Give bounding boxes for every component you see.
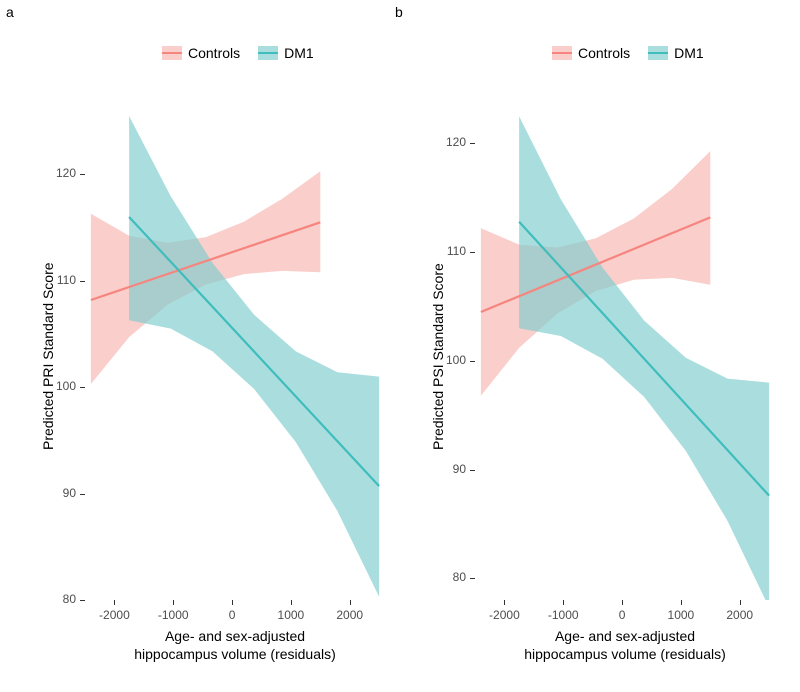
- legend-label: Controls: [578, 45, 630, 61]
- x-axis-title-line2: hippocampus volume (residuals): [85, 646, 385, 662]
- dm1-swatch: [648, 46, 668, 60]
- y-tick-label: 120: [56, 166, 76, 180]
- x-tick-label: -2000: [484, 608, 524, 622]
- x-tick-label: 2000: [720, 608, 760, 622]
- y-tick: [80, 600, 85, 601]
- x-tick: [504, 600, 505, 605]
- x-tick: [622, 600, 623, 605]
- x-tick-label: 1000: [271, 608, 311, 622]
- y-tick: [470, 578, 475, 579]
- y-tick-label: 80: [63, 592, 76, 606]
- y-tick-label: 100: [56, 379, 76, 393]
- x-tick: [173, 600, 174, 605]
- legend-item-controls: Controls: [552, 45, 630, 61]
- legend-label: DM1: [284, 45, 314, 61]
- x-tick-label: 0: [602, 608, 642, 622]
- x-tick-label: 0: [212, 608, 252, 622]
- y-tick: [470, 252, 475, 253]
- x-tick-label: -1000: [153, 608, 193, 622]
- figure-root: aControlsDM18090100110120-2000-100001000…: [0, 0, 800, 692]
- plot-a: [85, 100, 385, 600]
- y-tick: [80, 387, 85, 388]
- controls-swatch: [162, 46, 182, 60]
- x-axis-title-line1: Age- and sex-adjusted: [475, 628, 775, 644]
- x-tick: [114, 600, 115, 605]
- legend: Controls DM1: [162, 45, 314, 61]
- x-tick-label: 2000: [330, 608, 370, 622]
- x-axis-title-line1: Age- and sex-adjusted: [85, 628, 385, 644]
- y-tick-label: 120: [446, 135, 466, 149]
- y-tick: [470, 470, 475, 471]
- x-tick: [350, 600, 351, 605]
- ci-ribbon: [129, 116, 379, 597]
- x-axis-title-line2: hippocampus volume (residuals): [475, 646, 775, 662]
- y-tick: [80, 494, 85, 495]
- panel-label-b: b: [395, 4, 403, 20]
- y-tick-label: 100: [446, 353, 466, 367]
- panel-label-a: a: [6, 4, 14, 20]
- legend-item-dm1: DM1: [648, 45, 704, 61]
- y-tick: [80, 174, 85, 175]
- legend-item-controls: Controls: [162, 45, 240, 61]
- x-tick-label: -2000: [94, 608, 134, 622]
- y-tick: [470, 143, 475, 144]
- y-axis-title: Predicted PRI Standard Score: [40, 262, 56, 450]
- x-tick: [232, 600, 233, 605]
- y-tick: [80, 281, 85, 282]
- legend-item-dm1: DM1: [258, 45, 314, 61]
- y-tick: [470, 361, 475, 362]
- y-tick-label: 110: [447, 244, 466, 258]
- legend-label: Controls: [188, 45, 240, 61]
- controls-swatch: [552, 46, 572, 60]
- x-tick: [563, 600, 564, 605]
- x-tick: [740, 600, 741, 605]
- x-tick: [291, 600, 292, 605]
- y-tick-label: 80: [453, 570, 466, 584]
- legend: Controls DM1: [552, 45, 704, 61]
- y-tick-label: 110: [57, 273, 76, 287]
- y-tick-label: 90: [453, 462, 466, 476]
- plot-b: [475, 100, 775, 600]
- x-tick-label: 1000: [661, 608, 701, 622]
- x-tick: [681, 600, 682, 605]
- y-tick-label: 90: [63, 486, 76, 500]
- x-tick-label: -1000: [543, 608, 583, 622]
- legend-label: DM1: [674, 45, 704, 61]
- y-axis-title: Predicted PSI Standard Score: [430, 263, 446, 450]
- dm1-swatch: [258, 46, 278, 60]
